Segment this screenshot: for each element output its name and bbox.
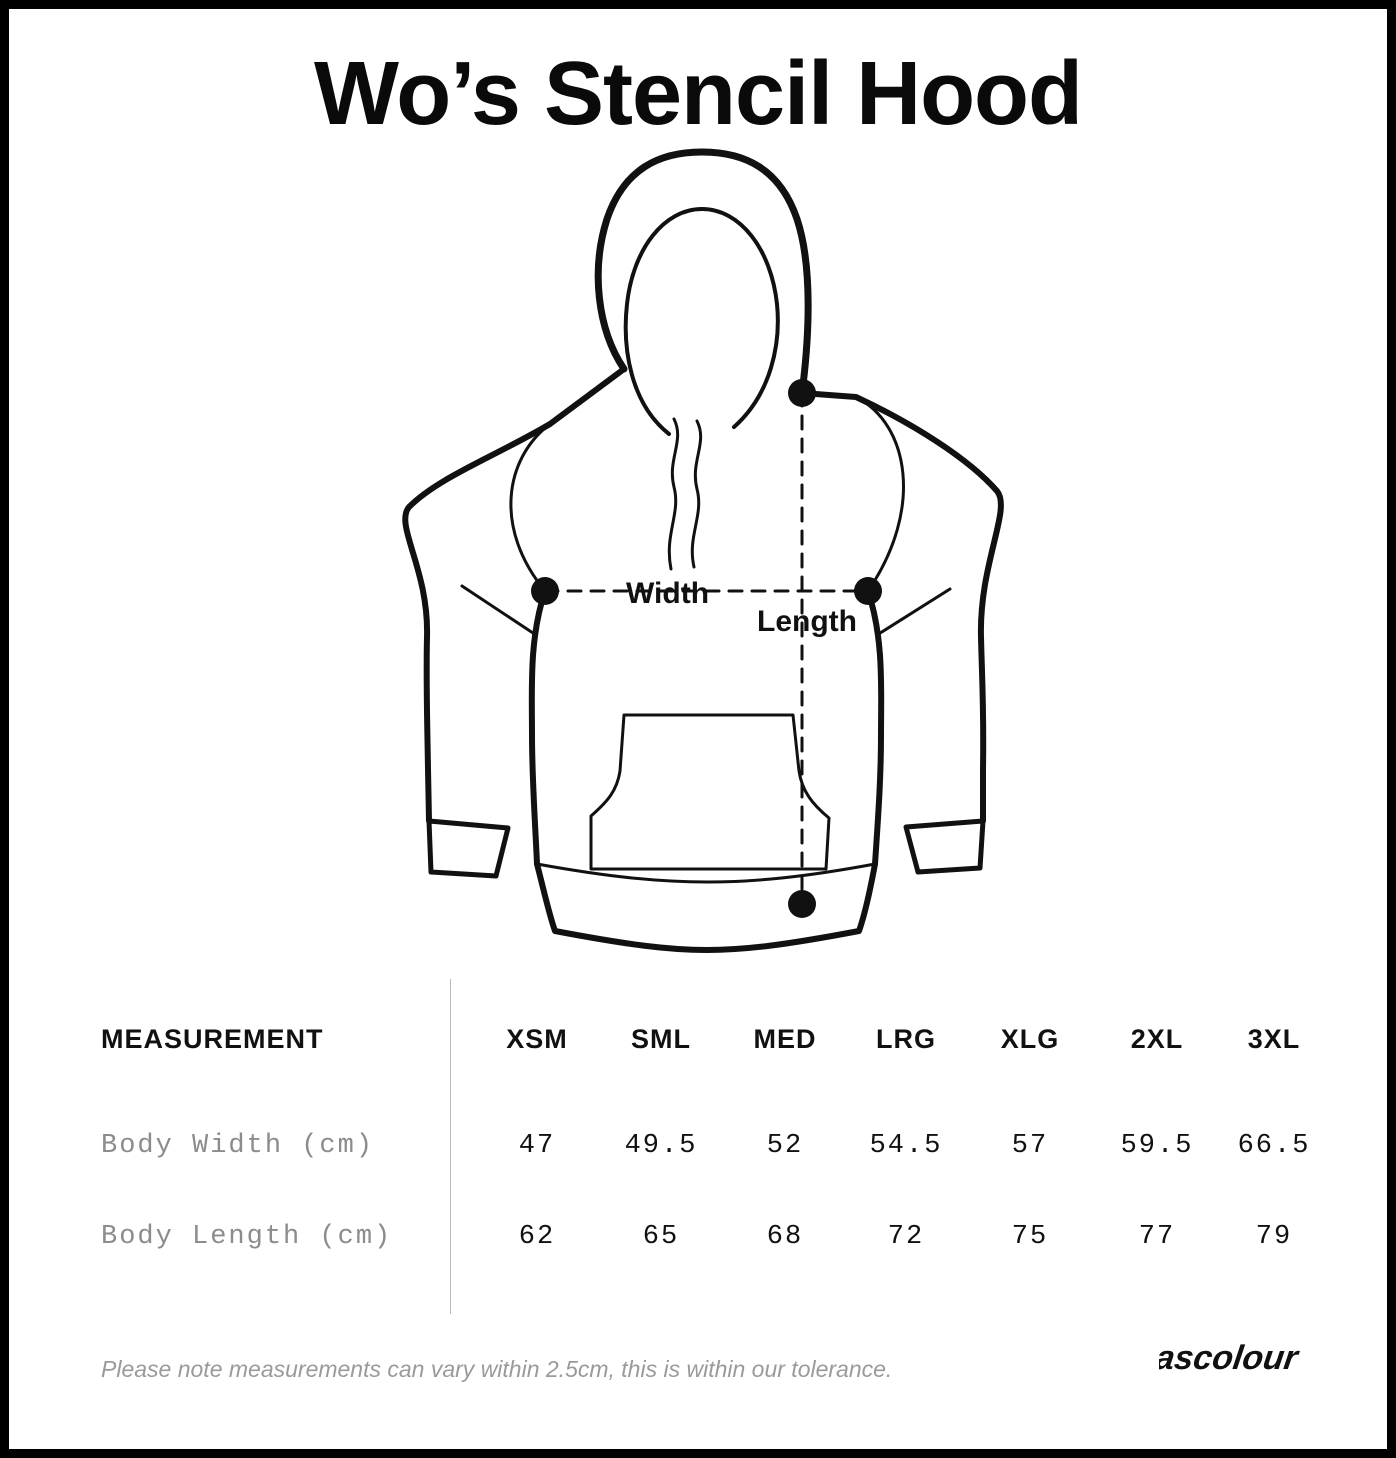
svg-text:Length: Length (757, 605, 857, 638)
svg-text:ascolour: ascolour (1159, 1339, 1302, 1377)
svg-text:Width: Width (626, 577, 709, 610)
